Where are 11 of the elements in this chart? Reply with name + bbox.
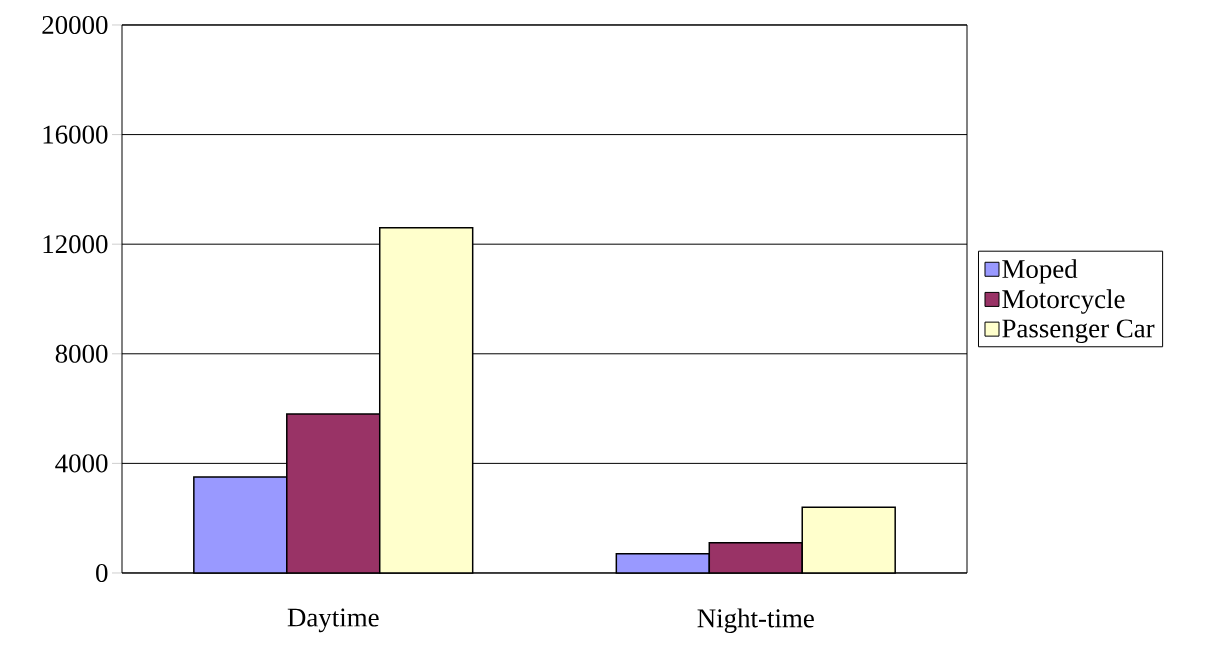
y-tick-label: 16000	[43, 125, 108, 144]
y-tick-label: 12000	[43, 235, 108, 254]
y-tick-label: 8000	[55, 344, 108, 363]
legend-label: Passenger Car	[1002, 319, 1155, 344]
y-tick-label: 4000	[55, 454, 108, 473]
x-tick-label: Daytime	[287, 608, 379, 633]
legend-label: Motorcycle	[1002, 289, 1125, 314]
y-tick-label: 20000	[42, 15, 108, 35]
y-tick-label: 0	[96, 563, 108, 583]
x-tick-label: Night-time	[697, 608, 814, 633]
legend-label: Moped	[1002, 259, 1078, 284]
